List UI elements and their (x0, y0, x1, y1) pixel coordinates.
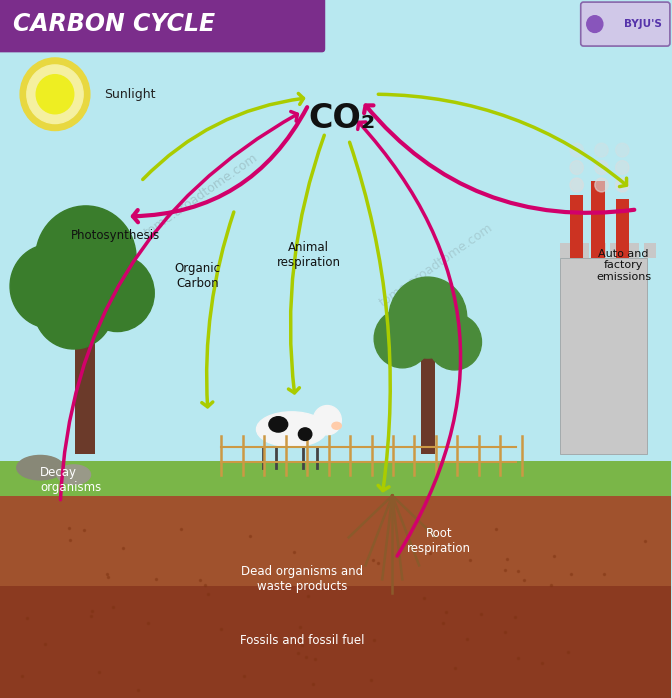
Text: Root
respiration: Root respiration (407, 527, 471, 555)
Text: Organic
Carbon: Organic Carbon (175, 262, 221, 290)
Circle shape (27, 65, 83, 124)
Text: Dead organisms and
waste products: Dead organisms and waste products (241, 565, 363, 593)
Circle shape (81, 255, 155, 332)
FancyBboxPatch shape (0, 461, 671, 496)
FancyArrowPatch shape (133, 107, 307, 222)
FancyArrowPatch shape (364, 105, 634, 213)
FancyBboxPatch shape (75, 300, 95, 454)
Circle shape (595, 161, 608, 174)
Ellipse shape (298, 428, 312, 440)
Text: Sunlight: Sunlight (104, 88, 155, 101)
Ellipse shape (257, 412, 327, 447)
Ellipse shape (17, 456, 64, 480)
Circle shape (20, 58, 90, 131)
Circle shape (313, 406, 341, 435)
Circle shape (570, 143, 583, 157)
Text: Fossils and fossil fuel: Fossils and fossil fuel (239, 634, 364, 647)
FancyBboxPatch shape (644, 243, 656, 258)
Circle shape (36, 75, 74, 114)
Circle shape (10, 244, 91, 328)
FancyBboxPatch shape (0, 586, 671, 698)
Circle shape (616, 161, 629, 174)
Circle shape (389, 277, 467, 358)
Text: tome.aroadtome.com: tome.aroadtome.com (142, 151, 261, 239)
FancyBboxPatch shape (570, 195, 583, 258)
FancyArrowPatch shape (378, 94, 626, 186)
Circle shape (34, 265, 114, 349)
FancyBboxPatch shape (0, 482, 671, 698)
FancyBboxPatch shape (577, 243, 589, 258)
Text: Animal
respiration: Animal respiration (276, 241, 341, 269)
Circle shape (616, 143, 629, 157)
Text: CO₂: CO₂ (308, 102, 376, 135)
FancyBboxPatch shape (610, 243, 622, 258)
FancyBboxPatch shape (0, 0, 671, 454)
Text: Photosynthesis: Photosynthesis (71, 230, 160, 242)
FancyArrowPatch shape (60, 112, 298, 500)
Circle shape (587, 15, 603, 32)
Circle shape (570, 161, 583, 174)
Ellipse shape (269, 417, 288, 432)
FancyBboxPatch shape (421, 356, 435, 454)
FancyArrowPatch shape (142, 94, 304, 179)
Ellipse shape (57, 465, 91, 484)
FancyBboxPatch shape (593, 243, 605, 258)
FancyBboxPatch shape (581, 2, 670, 46)
FancyArrowPatch shape (358, 122, 460, 556)
Circle shape (428, 314, 481, 370)
FancyArrowPatch shape (202, 212, 234, 407)
FancyBboxPatch shape (560, 258, 647, 454)
FancyBboxPatch shape (627, 243, 639, 258)
Text: Auto and
factory
emissions: Auto and factory emissions (596, 248, 651, 282)
FancyBboxPatch shape (0, 0, 325, 52)
FancyBboxPatch shape (560, 243, 572, 258)
Circle shape (570, 178, 583, 192)
Text: tome.aroadtome.com: tome.aroadtome.com (376, 221, 495, 309)
Ellipse shape (332, 422, 341, 429)
Circle shape (595, 178, 608, 192)
FancyArrowPatch shape (349, 142, 390, 491)
Circle shape (595, 143, 608, 157)
FancyBboxPatch shape (616, 199, 629, 258)
Text: BYJU'S: BYJU'S (624, 19, 661, 29)
FancyBboxPatch shape (591, 181, 605, 258)
Text: Decay
organisms: Decay organisms (40, 466, 101, 494)
Text: CARBON CYCLE: CARBON CYCLE (13, 13, 216, 36)
Circle shape (616, 178, 629, 192)
Circle shape (64, 241, 138, 318)
Circle shape (374, 309, 431, 368)
Circle shape (36, 206, 136, 311)
FancyArrowPatch shape (288, 135, 325, 393)
